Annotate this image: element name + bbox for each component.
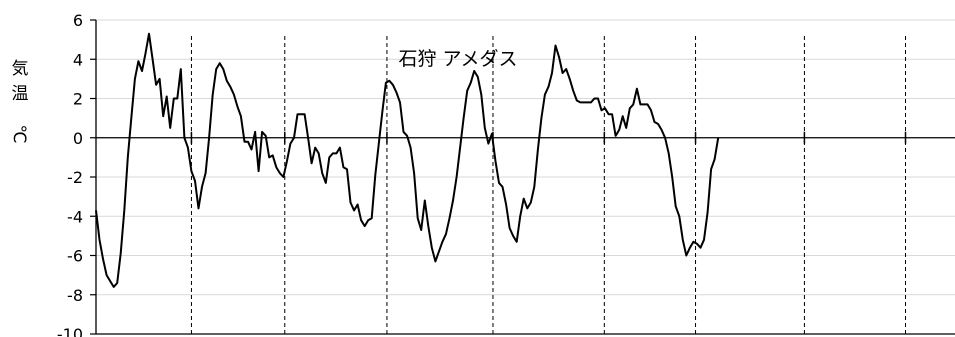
y-axis-label: 気温 ℃ [9,59,29,144]
y-tick-label: -4 [67,207,83,226]
y-axis-label-char: 気 [12,59,29,79]
axes [90,19,955,335]
y-tick-label: 4 [73,50,83,69]
y-tick-label: -10 [57,325,83,337]
series-temperature [95,32,720,288]
y-tick-label: -8 [67,286,83,305]
y-axis-label-char: 温 [12,84,29,104]
y-tick-label: 6 [73,11,83,30]
day-boundary-lines [190,36,907,334]
chart-title: 石狩 アメダス [398,48,517,70]
y-tick-label: -2 [67,168,83,187]
horizontal-gridlines [96,19,955,296]
y-tick-label: -6 [67,247,83,266]
series-line [95,32,720,288]
y-axis-label-char: ℃ [9,124,29,143]
y-tick-labels: 6 4 2 0 -2 -4 -6 -8 -10 [57,11,83,337]
y-tick-label: 2 [73,90,83,109]
y-tick-label: 0 [73,129,83,148]
